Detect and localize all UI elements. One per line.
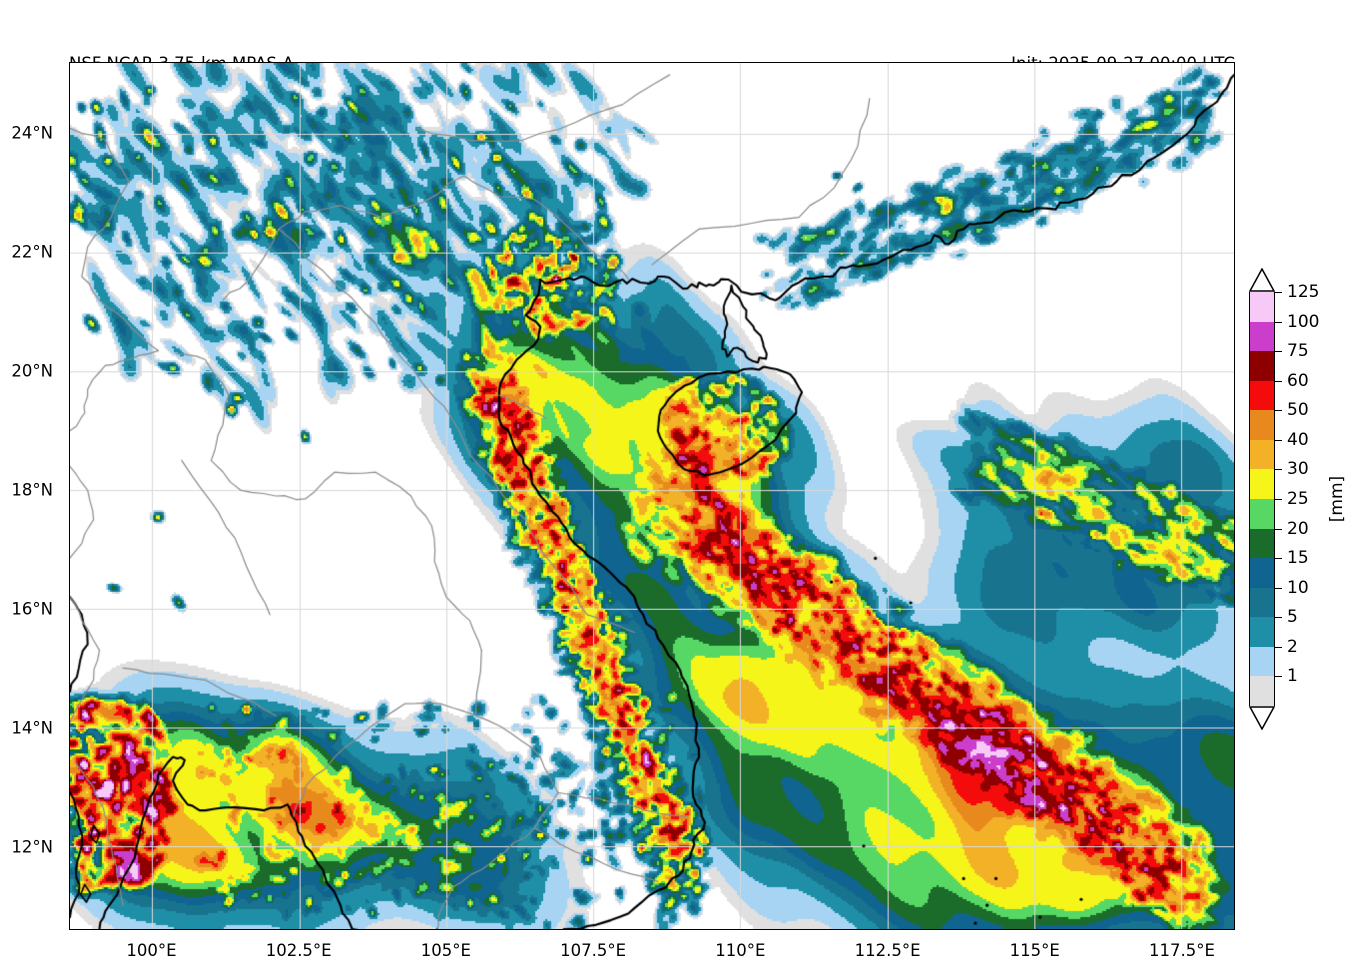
colorbar-tick <box>1275 410 1282 412</box>
x-tick-label: 105°E <box>420 941 471 960</box>
colorbar-tick <box>1275 380 1282 382</box>
colorbar-tick-label: 15 <box>1287 548 1309 569</box>
colorbar-band <box>1250 351 1274 381</box>
colorbar-tick <box>1275 499 1282 500</box>
y-axis-ticks: 12°N 14°N 16°N 18°N 20°N 22°N 24°N <box>0 0 62 977</box>
x-tick-label: 112.5°E <box>854 941 921 960</box>
x-tick-label: 110°E <box>715 941 766 960</box>
colorbar-under-arrow <box>1248 706 1276 731</box>
colorbar-tick-label: 2 <box>1287 636 1298 657</box>
colorbar-tick <box>1275 676 1282 678</box>
colorbar-band <box>1250 321 1274 352</box>
colorbar-tick <box>1275 469 1282 471</box>
precipitation-field-canvas <box>70 63 1234 929</box>
y-tick-label: 12°N <box>11 837 53 857</box>
y-tick-label: 20°N <box>11 361 53 381</box>
colorbar-tick <box>1275 528 1282 530</box>
colorbar-tick-label: 5 <box>1287 607 1298 628</box>
colorbar-unit-label: [mm] <box>1327 475 1347 523</box>
y-tick-label: 16°N <box>11 599 53 619</box>
colorbar: 1 2 5 10 15 20 25 30 40 50 60 75 100 125 <box>1248 267 1319 731</box>
colorbar-tick-label: 125 <box>1287 282 1320 302</box>
map-plot-area <box>69 62 1235 930</box>
x-tick-label: 107.5°E <box>560 941 627 960</box>
colorbar-band <box>1250 380 1274 411</box>
colorbar-band <box>1250 469 1274 499</box>
colorbar-tick-label: 25 <box>1287 489 1309 509</box>
colorbar-band <box>1250 558 1274 588</box>
colorbar-tick <box>1275 351 1282 353</box>
y-tick-label: 14°N <box>11 718 53 738</box>
colorbar-band <box>1250 587 1274 618</box>
colorbar-tick-label: 50 <box>1287 400 1309 421</box>
colorbar-tick <box>1275 321 1282 323</box>
colorbar-tick <box>1275 558 1282 560</box>
colorbar-band <box>1250 617 1274 647</box>
colorbar-over-arrow <box>1248 267 1276 292</box>
colorbar-tick-label: 60 <box>1287 370 1309 391</box>
x-tick-label: 102.5°E <box>265 941 332 960</box>
colorbar-tick <box>1275 292 1282 293</box>
colorbar-band <box>1250 410 1274 440</box>
colorbar-bands <box>1249 292 1275 706</box>
colorbar-tick-label: 30 <box>1287 459 1309 480</box>
colorbar-tick-label: 20 <box>1287 518 1309 539</box>
colorbar-tick-label: 75 <box>1287 341 1309 362</box>
colorbar-band <box>1250 646 1274 677</box>
x-tick-label: 117.5°E <box>1149 941 1215 960</box>
colorbar-band <box>1250 439 1274 470</box>
colorbar-band <box>1250 676 1274 706</box>
colorbar-band <box>1250 292 1274 322</box>
x-tick-label: 100°E <box>126 941 177 960</box>
colorbar-tick <box>1275 587 1282 589</box>
y-tick-label: 18°N <box>11 480 53 500</box>
x-tick-label: 115°E <box>1009 941 1060 960</box>
colorbar-tick-label: 10 <box>1287 577 1309 598</box>
colorbar-tick <box>1275 646 1282 648</box>
colorbar-band <box>1250 528 1274 559</box>
colorbar-tick <box>1275 439 1282 441</box>
colorbar-tick-label: 100 <box>1287 311 1320 332</box>
y-tick-label: 24°N <box>11 123 53 143</box>
y-tick-label: 22°N <box>11 242 53 262</box>
colorbar-tick <box>1275 617 1282 619</box>
colorbar-tick-label: 1 <box>1287 666 1298 687</box>
colorbar-band <box>1250 498 1274 529</box>
colorbar-tick-label: 40 <box>1287 429 1309 450</box>
